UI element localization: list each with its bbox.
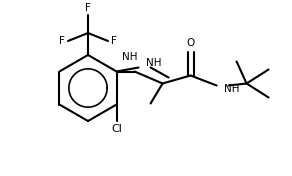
Text: NH: NH bbox=[122, 52, 137, 62]
Text: F: F bbox=[59, 36, 65, 46]
Text: F: F bbox=[85, 3, 91, 13]
Text: Cl: Cl bbox=[111, 124, 122, 134]
Text: NH: NH bbox=[146, 58, 161, 68]
Text: O: O bbox=[187, 39, 195, 49]
Text: F: F bbox=[111, 36, 117, 46]
Text: NH: NH bbox=[224, 84, 239, 95]
